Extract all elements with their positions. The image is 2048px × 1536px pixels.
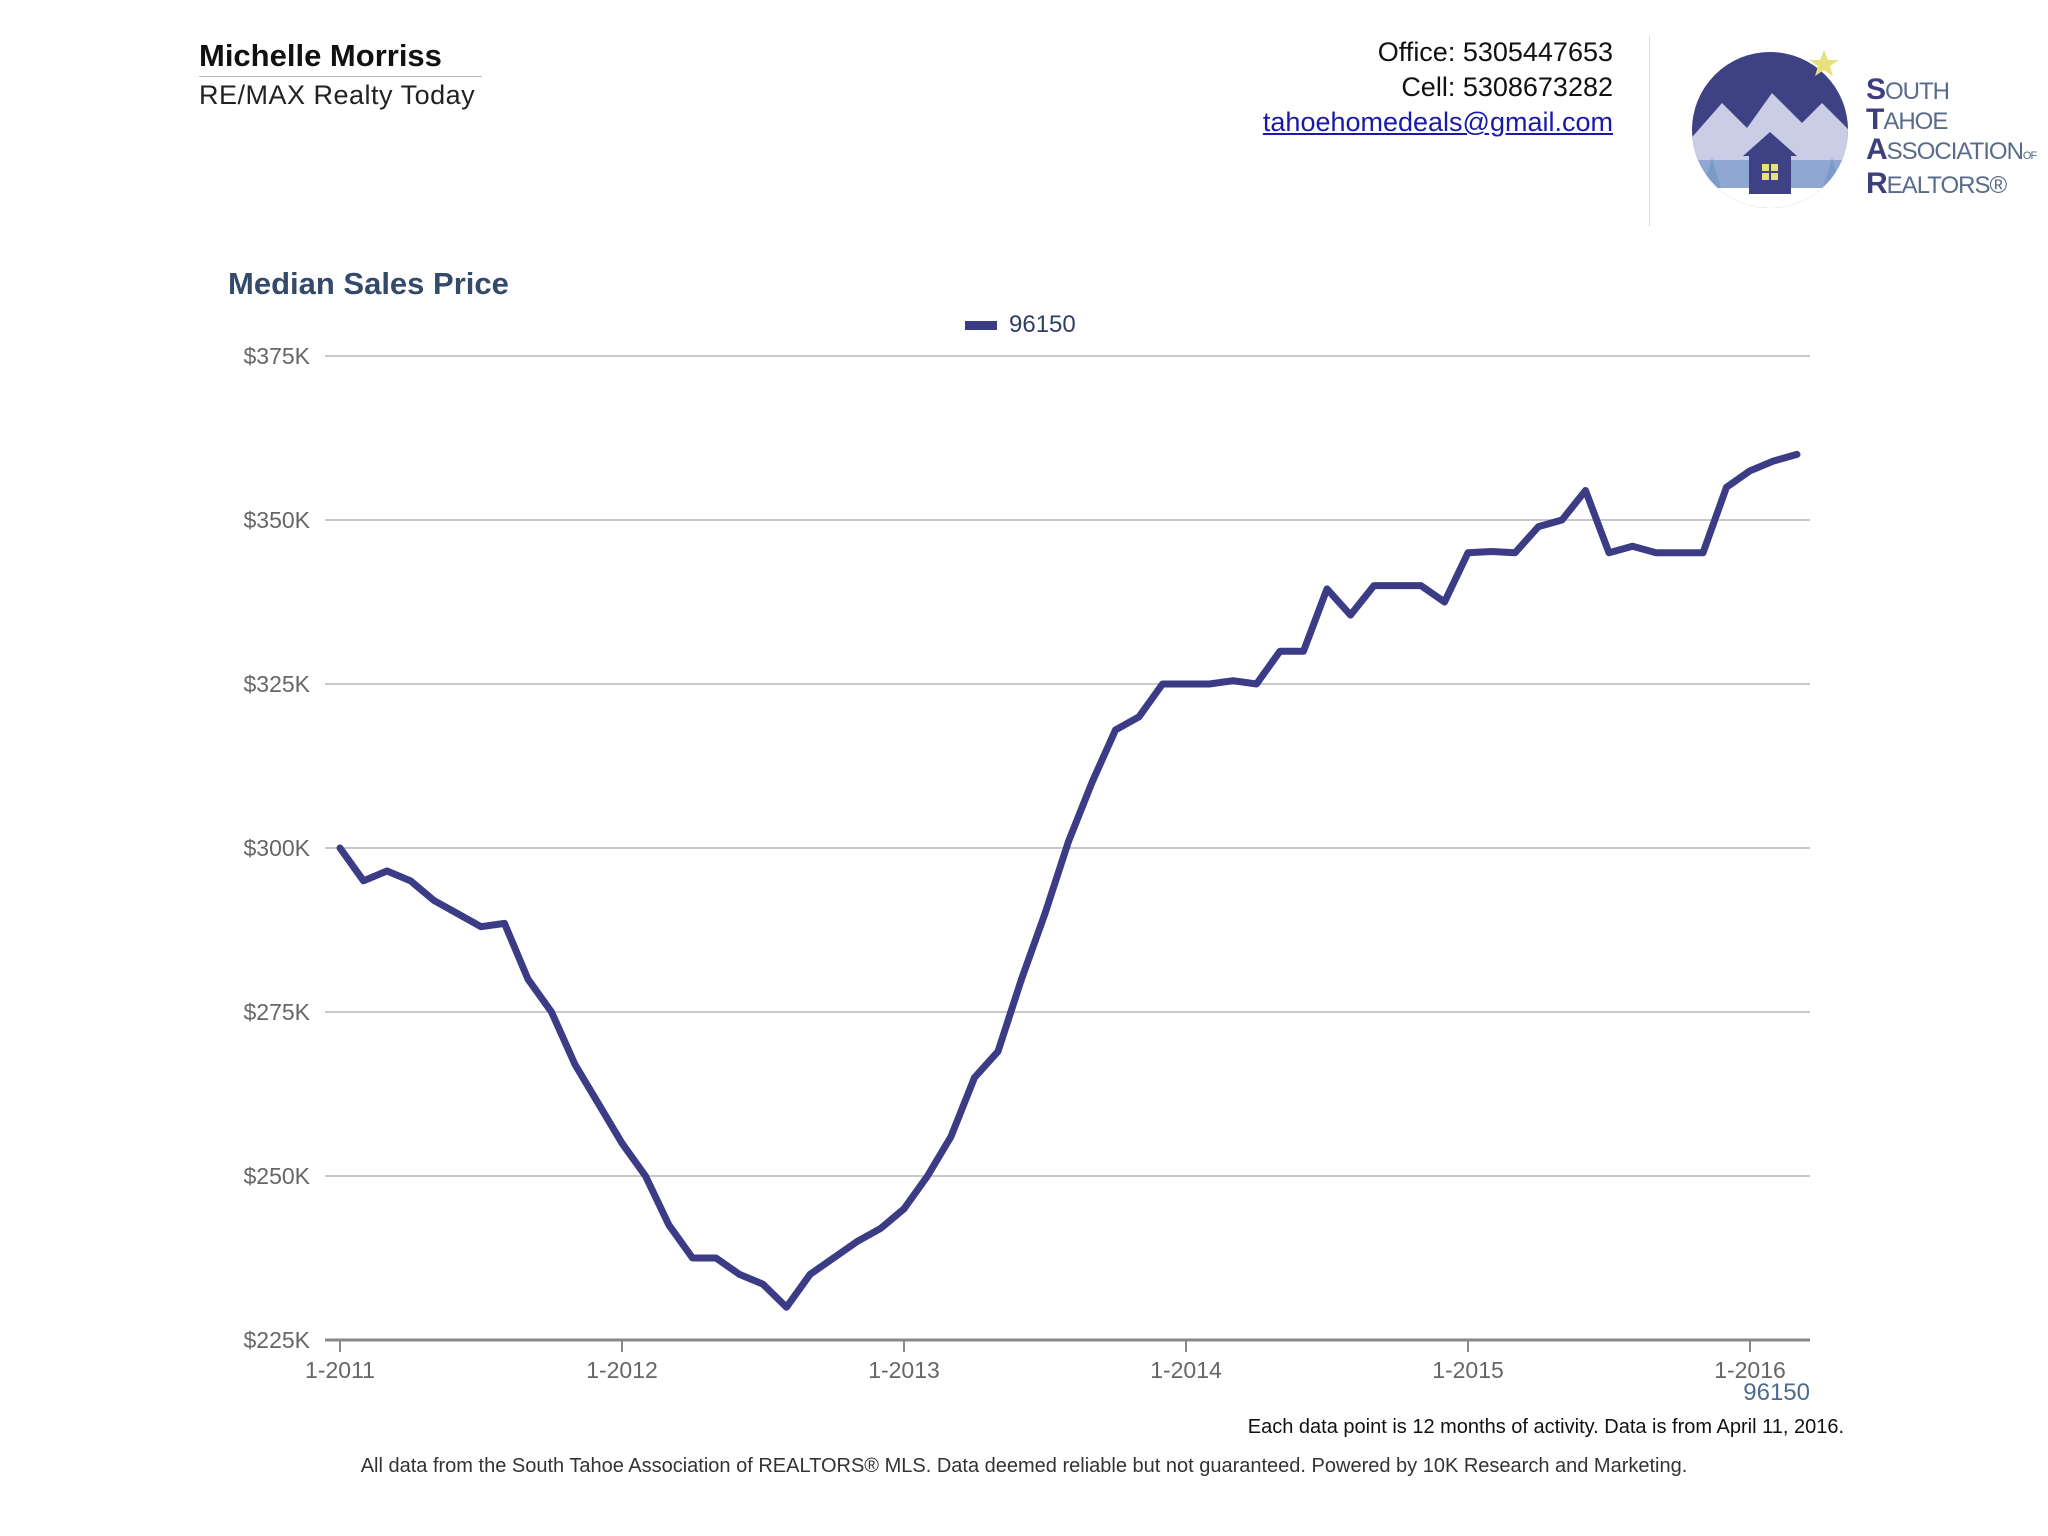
y-tick-label: $250K <box>243 1163 310 1189</box>
x-tick-label: 1-2011 <box>305 1357 375 1383</box>
y-tick-label: $350K <box>243 507 310 533</box>
header-divider <box>1649 36 1650 226</box>
office-phone: Office: 5305447653 <box>1377 37 1613 67</box>
x-tick-label: 1-2015 <box>1432 1357 1504 1383</box>
agent-name-divider <box>199 76 482 77</box>
data-note: Each data point is 12 months of activity… <box>1247 1416 1844 1438</box>
association-logo-text: SOUTH TAHOE ASSOCIATIONOF REALTORS® <box>1866 73 2037 200</box>
x-tick-label: 1-2012 <box>586 1357 658 1383</box>
x-tick-label: 1-2016 <box>1714 1357 1786 1383</box>
chart-legend: 96150 <box>965 311 1076 339</box>
x-tick-label: 1-2013 <box>868 1357 940 1383</box>
y-tick-label: $325K <box>243 671 310 697</box>
y-tick-label: $275K <box>243 999 310 1025</box>
footer-disclaimer: All data from the South Tahoe Associatio… <box>360 1455 1688 1477</box>
agent-company: RE/MAX Realty Today <box>199 80 476 110</box>
mountain-house-logo-icon <box>1692 50 1848 208</box>
y-tick-label: $375K <box>243 343 310 369</box>
agent-name: Michelle Morriss <box>199 38 442 73</box>
series-line-96150 <box>336 450 1801 1311</box>
y-tick-label: $225K <box>243 1327 310 1353</box>
x-tick-label: 1-2014 <box>1150 1357 1222 1383</box>
email-link[interactable]: tahoehomedeals@gmail.com <box>1262 107 1613 137</box>
cell-phone: Cell: 5308673282 <box>1401 72 1613 102</box>
legend-label: 96150 <box>1009 311 1076 338</box>
legend-swatch <box>965 320 997 330</box>
y-tick-label: $300K <box>243 835 310 861</box>
chart-title: Median Sales Price <box>228 266 509 301</box>
x-axis-series-caption: 96150 <box>1743 1379 1810 1406</box>
